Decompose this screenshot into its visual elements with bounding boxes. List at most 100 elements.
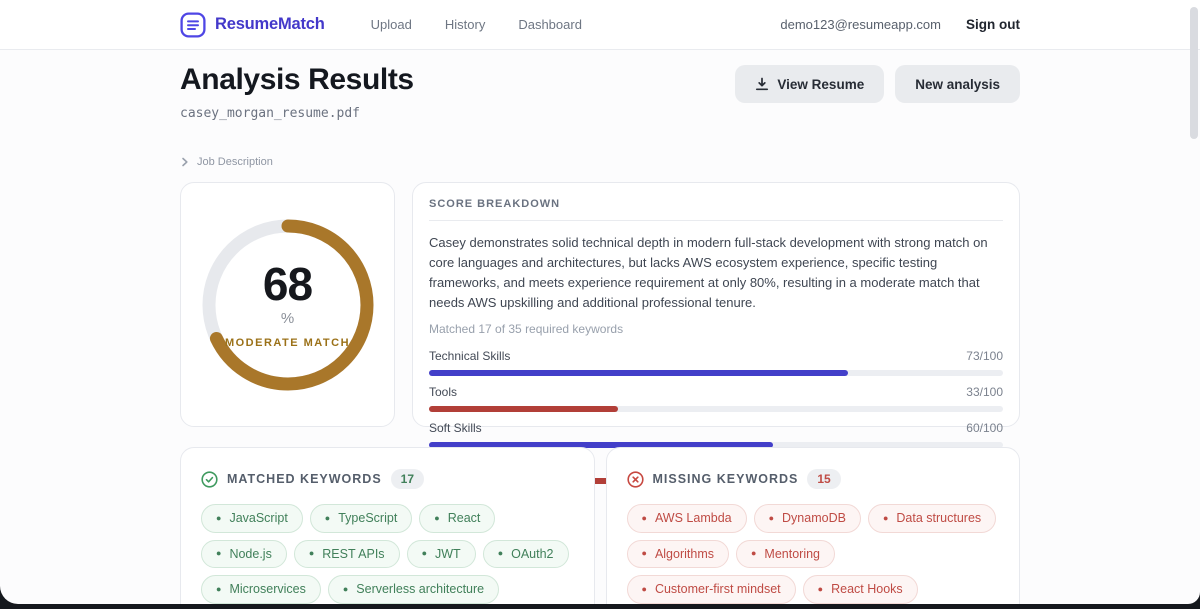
keyword-pill: ● Customer-first mindset xyxy=(626,575,796,604)
bullet-dot-icon: ● xyxy=(216,548,222,559)
bar-fill xyxy=(429,441,774,448)
keyword-label: Mentoring xyxy=(764,546,821,561)
bar-track xyxy=(429,405,1003,412)
bullet-dot-icon: ● xyxy=(750,548,757,559)
keyword-pill: ● AWS Lambda xyxy=(626,504,747,533)
new-analysis-button[interactable]: New analysis xyxy=(895,65,1020,103)
new-analysis-label: New analysis xyxy=(915,76,1000,92)
keyword-label: TypeScript xyxy=(338,511,398,525)
keyword-pill: ● Data structures xyxy=(867,504,997,533)
nav-item-history[interactable]: History xyxy=(444,17,486,32)
score-value: 68 xyxy=(262,257,313,310)
view-resume-label: View Resume xyxy=(777,76,865,92)
keyword-pill: ● Microservices xyxy=(201,575,321,604)
category-bar-row: Tools 33/100 xyxy=(429,385,1003,412)
bullet-dot-icon: ● xyxy=(768,512,775,523)
bar-score: 73/100 xyxy=(966,348,1003,363)
keyword-pill: ● JWT xyxy=(406,539,476,568)
missing-keywords-card: MISSING KEYWORDS 15 ● AWS Lambda ● DynamoDB… xyxy=(605,447,1020,604)
keyword-label: AWS Lambda xyxy=(654,511,732,525)
bullet-dot-icon: ● xyxy=(817,583,824,594)
keyword-pill: ● Algorithms xyxy=(626,539,729,568)
matched-keywords-list: ● JavaScript ● TypeScript ● React ● Node.js ● RES… xyxy=(201,504,574,604)
bar-label: Technical Skills xyxy=(429,348,511,363)
keyword-pill: ● Serverless architecture xyxy=(327,575,500,604)
score-verdict: MODERATE MATCH xyxy=(224,336,351,349)
keyword-label: Data structures xyxy=(896,511,982,525)
keyword-label: REST APIs xyxy=(322,546,385,561)
nav-item-upload[interactable]: Upload xyxy=(370,17,412,32)
download-icon xyxy=(755,77,769,91)
matched-keywords-card: MATCHED KEYWORDS 17 ● JavaScript ● TypeScri… xyxy=(180,447,595,604)
matched-count-badge: 17 xyxy=(390,469,425,489)
bar-label: Tools xyxy=(429,384,458,399)
job-description-toggle[interactable]: Job Description xyxy=(180,156,273,168)
app-logo-icon xyxy=(180,11,206,38)
breakdown-summary: Casey demonstrates solid technical depth… xyxy=(429,235,988,311)
chevron-right-icon xyxy=(180,157,190,167)
keyword-pill: ● React Hooks xyxy=(802,575,918,604)
keyword-label: Microservices xyxy=(229,582,306,596)
missing-keywords-title: MISSING KEYWORDS xyxy=(652,472,799,486)
resume-filename: casey_morgan_resume.pdf xyxy=(180,106,361,121)
keyword-pill: ● TypeScript xyxy=(309,504,413,533)
keyword-pill: ● Node.js xyxy=(201,539,287,568)
score-ring: 68 % MODERATE MATCH xyxy=(202,219,374,391)
top-bar: ResumeMatch Upload History Dashboard demo1… xyxy=(0,0,1200,50)
bar-fill xyxy=(429,369,849,376)
bullet-dot-icon: ● xyxy=(308,548,315,559)
bullet-dot-icon: ● xyxy=(216,583,222,594)
bullet-dot-icon: ● xyxy=(342,583,349,594)
main-content: Analysis Results casey_morgan_resume.pdf… xyxy=(0,50,1200,604)
bar-fill xyxy=(429,405,619,412)
keyword-label: Serverless architecture xyxy=(356,582,485,596)
bar-track xyxy=(429,441,1003,448)
keyword-label: React Hooks xyxy=(831,582,903,596)
category-bar-row: Technical Skills 73/100 xyxy=(429,349,1003,376)
view-resume-button[interactable]: View Resume xyxy=(735,65,885,103)
matched-keywords-note: Matched 17 of 35 required keywords xyxy=(429,321,624,336)
keyword-label: Customer-first mindset xyxy=(654,582,781,596)
bar-label: Soft Skills xyxy=(429,420,482,435)
keyword-label: Algorithms xyxy=(654,546,714,561)
bullet-dot-icon: ● xyxy=(641,512,647,523)
bullet-dot-icon: ● xyxy=(324,512,331,523)
x-circle-icon xyxy=(626,470,644,488)
missing-keywords-list: ● AWS Lambda ● DynamoDB ● Data structures ● Alg… xyxy=(626,504,1000,604)
keyword-label: JavaScript xyxy=(229,511,288,525)
bar-score: 60/100 xyxy=(966,420,1003,435)
user-email: demo123@resumeapp.com xyxy=(780,17,941,32)
nav-item-dashboard[interactable]: Dashboard xyxy=(518,17,582,32)
keyword-pill: ● JavaScript xyxy=(201,504,303,533)
bullet-dot-icon: ● xyxy=(497,548,504,559)
keyword-label: OAuth2 xyxy=(511,546,554,561)
brand[interactable]: ResumeMatch xyxy=(180,11,325,38)
job-description-label: Job Description xyxy=(197,156,273,168)
keyword-label: Node.js xyxy=(229,546,272,561)
bullet-dot-icon: ● xyxy=(216,512,222,523)
keyword-pill: ● React xyxy=(419,504,496,533)
category-bar-row: Soft Skills 60/100 xyxy=(429,421,1003,448)
keyword-label: DynamoDB xyxy=(782,511,846,525)
match-score-card: 68 % MODERATE MATCH xyxy=(180,182,395,427)
score-breakdown-card: SCORE BREAKDOWN Casey demonstrates solid… xyxy=(412,182,1020,484)
bullet-dot-icon: ● xyxy=(434,512,440,523)
bullet-dot-icon: ● xyxy=(882,512,889,523)
bar-track xyxy=(429,369,1003,376)
sign-out-button[interactable]: Sign out xyxy=(966,17,1020,32)
keyword-pill: ● OAuth2 xyxy=(482,539,569,568)
keyword-pill: ● REST APIs xyxy=(293,539,400,568)
keyword-label: JWT xyxy=(435,546,461,561)
page-title: Analysis Results xyxy=(180,63,414,96)
keyword-pill: ● DynamoDB xyxy=(753,504,861,533)
vertical-scrollbar[interactable] xyxy=(1190,7,1198,139)
brand-name: ResumeMatch xyxy=(215,15,325,33)
title-row: Analysis Results casey_morgan_resume.pdf… xyxy=(180,63,1020,121)
bullet-dot-icon: ● xyxy=(641,548,647,559)
matched-keywords-title: MATCHED KEYWORDS xyxy=(227,472,382,486)
check-circle-icon xyxy=(201,470,218,488)
missing-count-badge: 15 xyxy=(807,469,841,489)
bullet-dot-icon: ● xyxy=(641,583,647,594)
bullet-dot-icon: ● xyxy=(421,548,427,559)
